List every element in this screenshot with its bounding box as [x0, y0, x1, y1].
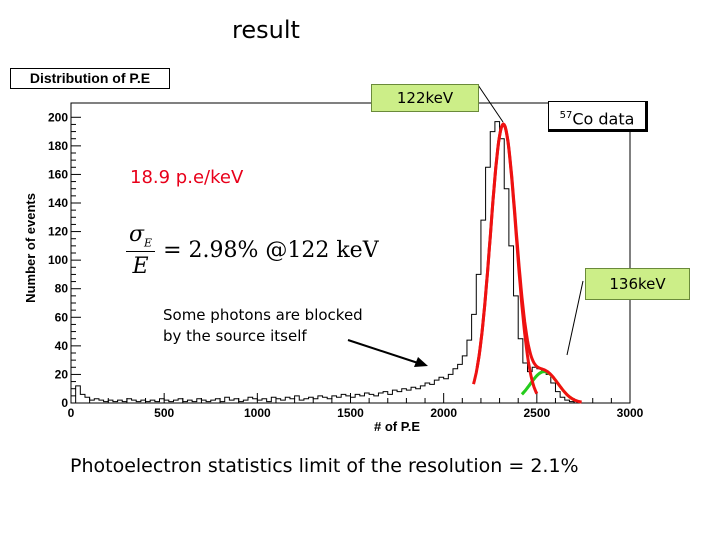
x-tick-label: 1000 — [244, 406, 271, 420]
y-axis-title: Number of events — [23, 193, 38, 303]
pointer-122kev — [477, 84, 504, 123]
x-tick-label: 1500 — [337, 406, 364, 420]
y-tick-label: 200 — [48, 110, 68, 124]
formula-denominator: E — [132, 254, 149, 280]
blocked-note-line1: Some photons are blocked — [163, 306, 363, 324]
formula-rhs: = 2.98% @122 keV — [163, 238, 379, 264]
y-tick-label: 140 — [48, 196, 68, 210]
co57-mass-number: 57 — [559, 110, 573, 121]
y-tick-label: 40 — [55, 339, 69, 353]
callout-122kev: 122keV — [371, 84, 479, 112]
slide-title: result — [232, 16, 300, 44]
y-tick-label: 180 — [48, 139, 68, 153]
blocked-note-line2: by the source itself — [163, 327, 307, 345]
callout-136kev: 136keV — [585, 268, 690, 300]
resolution-formula: σE E = 2.98% @122 keV — [126, 222, 379, 279]
pe-per-kev-note: 18.9 p.e/keV — [130, 167, 244, 188]
x-axis-title: # of P.E — [374, 419, 420, 434]
y-tick-label: 100 — [48, 253, 68, 267]
fit-total — [472, 122, 582, 404]
co57-text: Co data — [572, 109, 635, 129]
co57-label: 57Co data — [548, 101, 648, 132]
x-tick-label: 3000 — [617, 406, 644, 420]
y-tick-label: 120 — [48, 225, 68, 239]
blocked-arrow-head — [414, 357, 428, 367]
x-tick-label: 2500 — [523, 406, 550, 420]
y-tick-label: 60 — [55, 310, 69, 324]
y-tick-label: 160 — [48, 167, 68, 181]
y-tick-label: 0 — [61, 396, 68, 410]
pointer-136kev — [566, 280, 584, 356]
formula-subscript: E — [144, 236, 153, 250]
formula-numerator: σE — [126, 222, 156, 253]
histogram-title: Distribution of P.E — [10, 68, 170, 89]
y-tick-label: 80 — [55, 282, 69, 296]
blocked-arrow-line — [347, 339, 419, 364]
formula-sigma: σ — [129, 222, 145, 247]
blocked-photons-note: Some photons are blocked by the source i… — [163, 305, 363, 347]
fit-122kev — [475, 122, 539, 395]
formula-fraction: σE E — [126, 222, 156, 280]
resolution-limit-footer: Photoelectron statistics limit of the re… — [70, 455, 579, 477]
x-tick-label: 0 — [68, 406, 75, 420]
x-tick-label: 2000 — [430, 406, 457, 420]
x-tick-label: 500 — [154, 406, 174, 420]
y-tick-label: 20 — [55, 367, 69, 381]
